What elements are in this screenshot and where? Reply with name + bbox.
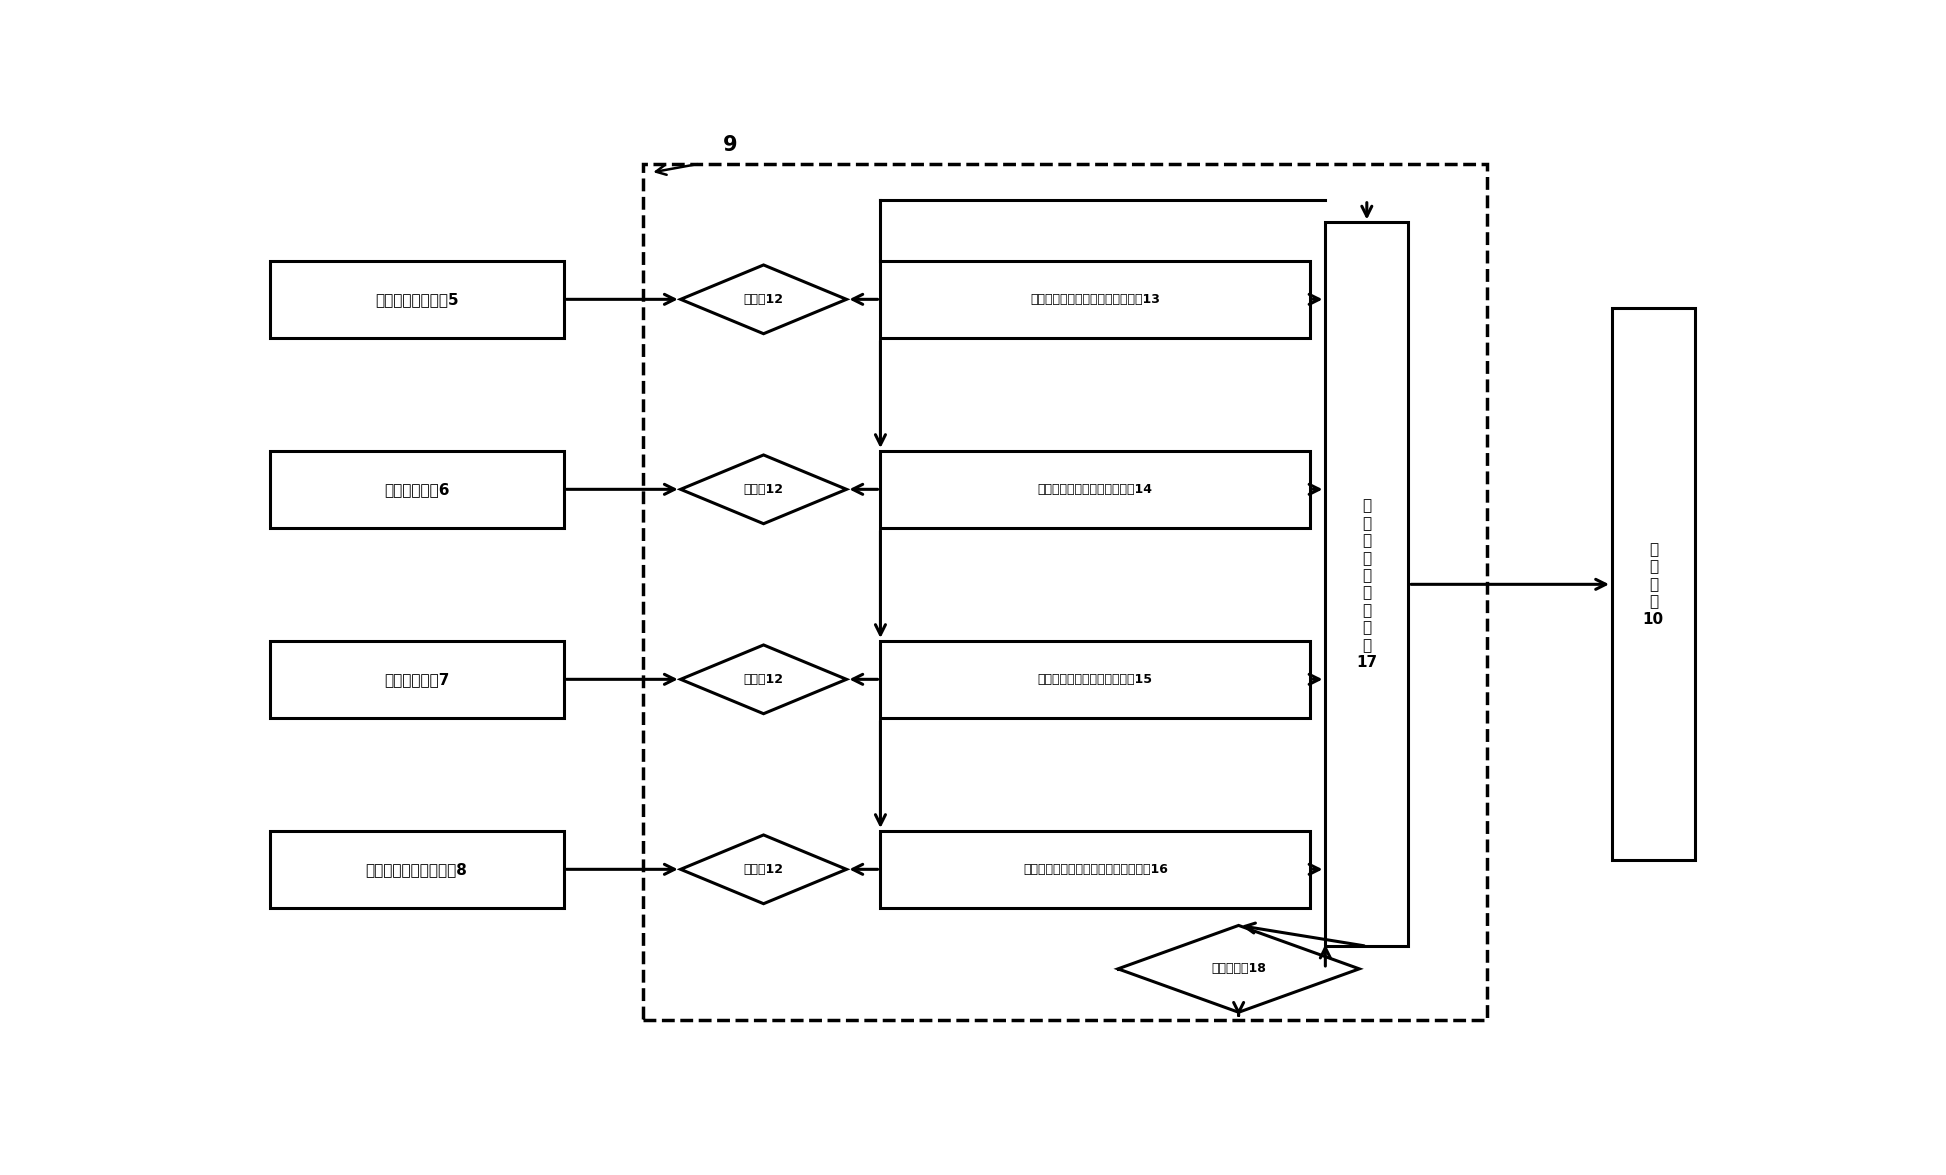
Text: 时间序列预测模块5: 时间序列预测模块5 — [376, 291, 459, 307]
Text: 时间序列预测的历史数据存储模块13: 时间序列预测的历史数据存储模块13 — [1031, 293, 1160, 306]
Text: 频率分量幅值预测模块8: 频率分量幅值预测模块8 — [366, 861, 467, 877]
Text: 比较计算器18: 比较计算器18 — [1210, 962, 1267, 975]
Text: 频率分量幅值预测的历史数据存储模块16: 频率分量幅值预测的历史数据存储模块16 — [1024, 862, 1168, 875]
Text: 9: 9 — [724, 135, 738, 155]
Text: 组合预测模块7: 组合预测模块7 — [383, 672, 450, 687]
FancyBboxPatch shape — [270, 831, 564, 908]
Text: 比较器12: 比较器12 — [743, 483, 784, 496]
FancyBboxPatch shape — [880, 261, 1310, 337]
FancyBboxPatch shape — [1325, 222, 1409, 946]
Text: 最
优
解
目
标
函
数
模
块
17: 最 优 解 目 标 函 数 模 块 17 — [1356, 498, 1378, 670]
Polygon shape — [1119, 926, 1358, 1013]
Text: 灰色预测的历史数据存储模块14: 灰色预测的历史数据存储模块14 — [1037, 483, 1152, 496]
FancyBboxPatch shape — [880, 831, 1310, 908]
Text: 灰色预测模块6: 灰色预测模块6 — [383, 482, 450, 497]
FancyBboxPatch shape — [880, 640, 1310, 718]
Polygon shape — [681, 264, 847, 334]
FancyBboxPatch shape — [270, 451, 564, 528]
FancyBboxPatch shape — [270, 261, 564, 337]
Text: 比较器12: 比较器12 — [743, 293, 784, 306]
Polygon shape — [681, 455, 847, 524]
Text: 比较器12: 比较器12 — [743, 862, 784, 875]
Text: 组合预测的历史数据存储模块15: 组合预测的历史数据存储模块15 — [1037, 673, 1152, 686]
FancyBboxPatch shape — [270, 640, 564, 718]
FancyBboxPatch shape — [880, 451, 1310, 528]
FancyBboxPatch shape — [1611, 308, 1695, 860]
Text: 显
示
模
块
10: 显 示 模 块 10 — [1642, 542, 1664, 626]
Polygon shape — [681, 835, 847, 904]
Text: 比较器12: 比较器12 — [743, 673, 784, 686]
Polygon shape — [681, 645, 847, 713]
